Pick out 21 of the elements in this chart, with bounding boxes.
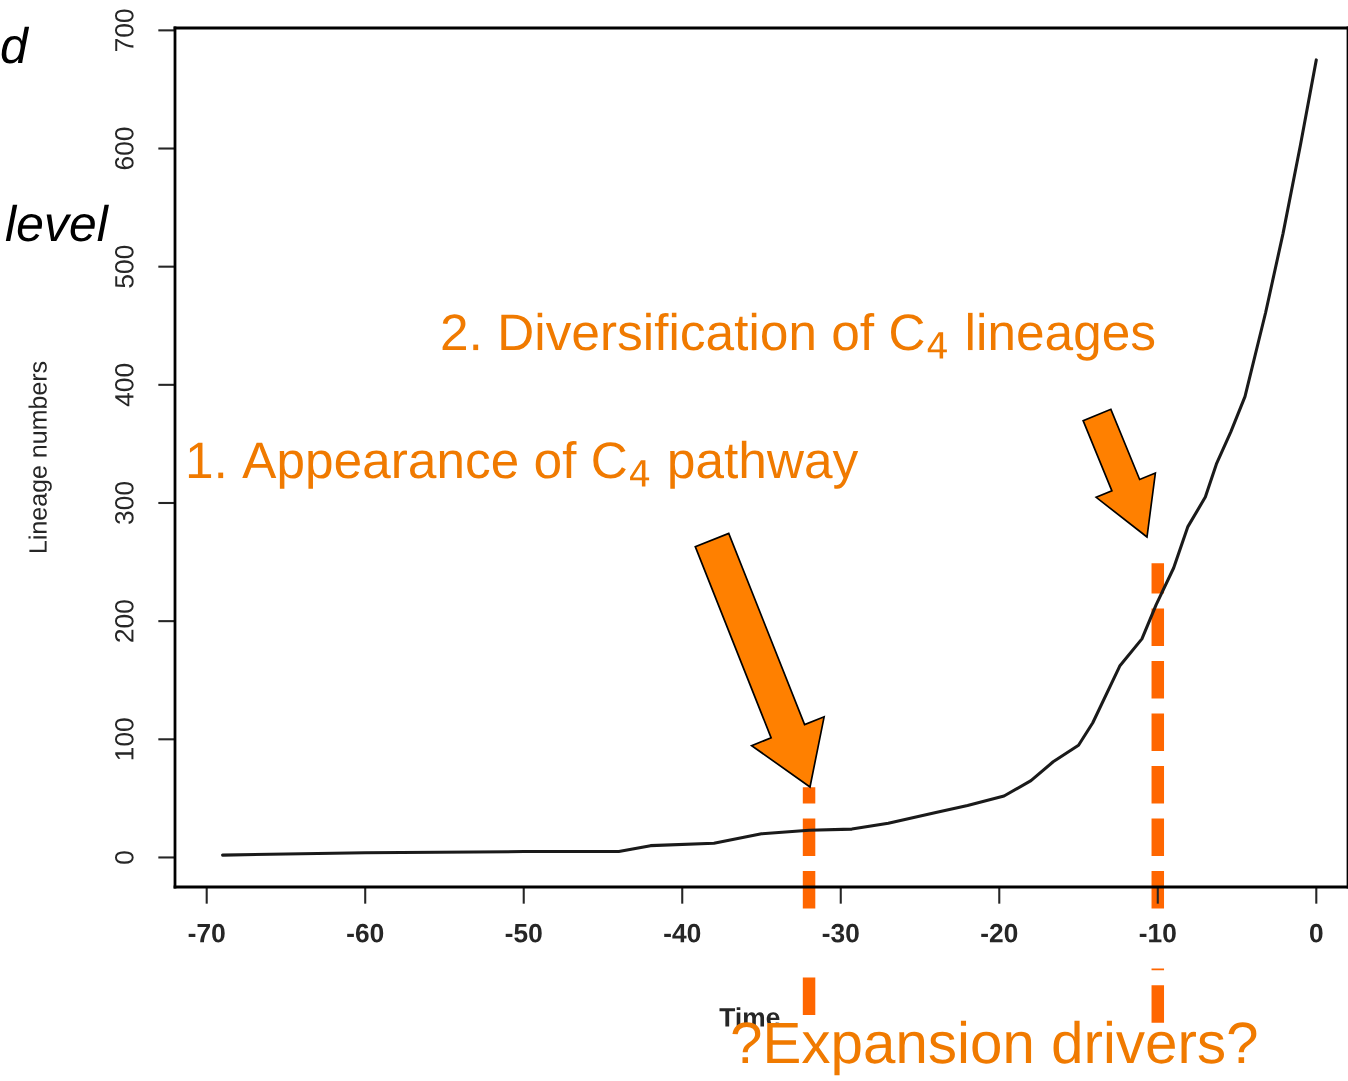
y-tick-label: 400 bbox=[114, 363, 134, 407]
y-tick-label: 0 bbox=[114, 851, 134, 864]
annotation: 2. Diversification of C$_{4}$ lineages bbox=[442, 312, 1155, 361]
x-tick-label: -50 bbox=[505, 923, 542, 943]
x-tick-label: -30 bbox=[822, 923, 859, 943]
x-tick-label: -20 bbox=[981, 923, 1018, 943]
y-tick-label: 600 bbox=[114, 127, 134, 170]
x-tick-label: -10 bbox=[1139, 923, 1176, 943]
text: level bbox=[5, 204, 109, 242]
y-tick-label: 200 bbox=[114, 600, 134, 642]
x-tick-label: -60 bbox=[347, 923, 384, 943]
y-tick-label: 100 bbox=[114, 718, 134, 760]
y-axis-title: Lineage numbers bbox=[28, 361, 52, 553]
y-tick-label: 700 bbox=[114, 9, 134, 52]
y-tick-label: 500 bbox=[114, 245, 134, 288]
annotation: 1. Appearance of C$_{4}$ pathway bbox=[188, 440, 859, 489]
text: d bbox=[1, 26, 30, 64]
x-tick-label: 0 bbox=[1310, 923, 1323, 943]
x-tick-label: -70 bbox=[188, 923, 225, 943]
x-tick-label: -40 bbox=[664, 923, 701, 943]
y-tick-label: 300 bbox=[114, 482, 134, 524]
